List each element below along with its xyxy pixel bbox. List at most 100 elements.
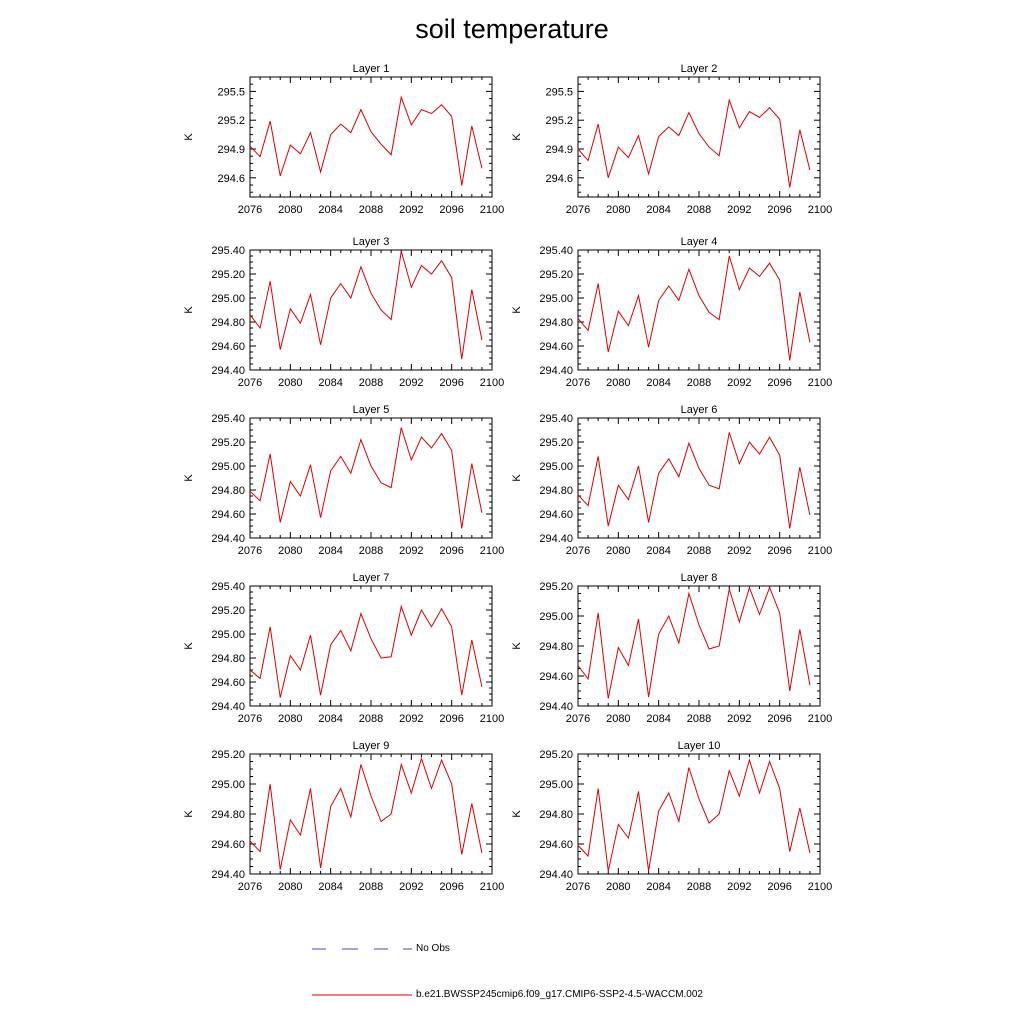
y-tick-label: 294.80: [211, 317, 245, 329]
chart-svg-1: Layer 1 K 2076 2080 2084 2088 2092 2096 2100 294.…: [183, 63, 504, 216]
y-tick-label: 294.60: [211, 677, 245, 689]
y-tick-label: 294.40: [539, 533, 573, 545]
x-tick-label: 2088: [359, 881, 383, 893]
chart-panel-3: Layer 3 K 2076 2080 2084 2088 2092 2096 2100 294.…: [170, 230, 512, 405]
x-tick-label: 2080: [606, 204, 630, 216]
panel-title: Layer 4: [681, 236, 718, 248]
x-tick-label: 2076: [238, 545, 262, 557]
y-tick-label: 294.80: [539, 317, 573, 329]
chart-panel-6: Layer 6 K 2076 2080 2084 2088 2092 2096 2100 294.…: [498, 398, 840, 573]
legend-model-label: b.e21.BWSSP245cmip6.f09_g17.CMIP6-SSP2-4…: [416, 989, 703, 1000]
series-line: [249, 756, 483, 870]
y-tick-label: 294.80: [211, 809, 245, 821]
x-tick-label: 2096: [439, 713, 463, 725]
y-tick-label: 295.00: [211, 461, 245, 473]
y-tick-label: 294.40: [211, 701, 245, 713]
x-tick-label: 2084: [318, 713, 342, 725]
x-tick-label: 2092: [399, 713, 423, 725]
x-tick-label: 2080: [278, 377, 302, 389]
chart-svg-10: Layer 10 K 2076 2080 2084 2088 2092 2096 2100 294…: [511, 740, 832, 893]
y-tick-label: 294.80: [539, 809, 573, 821]
x-tick-label: 2076: [238, 713, 262, 725]
x-tick-label: 2096: [439, 881, 463, 893]
y-tick-label: 294.40: [211, 869, 245, 881]
y-tick-label: 294.60: [211, 341, 245, 353]
chart-panel-7: Layer 7 K 2076 2080 2084 2088 2092 2096 2100 294.…: [170, 566, 512, 741]
series-line: [577, 255, 811, 361]
y-tick-label: 295.40: [211, 245, 245, 257]
legend-obs-label: No Obs: [416, 943, 450, 954]
x-tick-label: 2088: [359, 545, 383, 557]
x-tick-label: 2088: [687, 881, 711, 893]
x-tick-label: 2092: [727, 713, 751, 725]
y-tick-label: 295.00: [539, 293, 573, 305]
y-tick-label: 294.9: [217, 144, 245, 156]
panel-title: Layer 7: [353, 572, 390, 584]
x-tick-label: 2100: [480, 377, 504, 389]
x-tick-label: 2092: [727, 545, 751, 557]
y-axis-label: K: [183, 306, 195, 314]
plot-frame: [577, 76, 821, 198]
x-tick-label: 2092: [399, 881, 423, 893]
y-tick-label: 295.00: [539, 779, 573, 791]
y-tick-label: 294.40: [539, 365, 573, 377]
y-tick-label: 295.20: [539, 269, 573, 281]
x-tick-label: 2092: [399, 545, 423, 557]
y-tick-label: 294.40: [539, 869, 573, 881]
y-axis-label: K: [511, 474, 523, 482]
series-line: [249, 427, 483, 529]
chart-panel-4: Layer 4 K 2076 2080 2084 2088 2092 2096 2100 294.…: [498, 230, 840, 405]
series-line: [577, 98, 811, 188]
y-tick-label: 295.00: [211, 629, 245, 641]
y-tick-label: 295.20: [211, 749, 245, 761]
y-tick-label: 294.9: [545, 144, 573, 156]
x-tick-label: 2076: [238, 881, 262, 893]
y-axis-label: K: [511, 133, 523, 141]
series-line: [249, 604, 483, 698]
x-tick-label: 2084: [646, 377, 670, 389]
x-tick-label: 2080: [606, 881, 630, 893]
chart-panel-2: Layer 2 K 2076 2080 2084 2088 2092 2096 2100 294.…: [498, 57, 840, 232]
x-tick-label: 2080: [606, 377, 630, 389]
x-tick-label: 2100: [480, 204, 504, 216]
panel-title: Layer 1: [353, 63, 390, 75]
y-tick-label: 295.20: [211, 605, 245, 617]
x-tick-label: 2084: [646, 881, 670, 893]
plot-frame: [577, 417, 821, 539]
y-axis-label: K: [183, 133, 195, 141]
x-tick-label: 2100: [808, 545, 832, 557]
chart-panel-9: Layer 9 K 2076 2080 2084 2088 2092 2096 2100 294.…: [170, 734, 512, 909]
x-tick-label: 2100: [808, 881, 832, 893]
chart-svg-6: Layer 6 K 2076 2080 2084 2088 2092 2096 2100 294.…: [511, 404, 832, 557]
y-tick-label: 295.5: [217, 86, 245, 98]
y-tick-label: 294.60: [539, 839, 573, 851]
y-tick-label: 295.2: [217, 115, 245, 127]
y-axis-label: K: [511, 810, 523, 818]
x-tick-label: 2084: [318, 545, 342, 557]
x-tick-label: 2088: [359, 713, 383, 725]
y-axis-label: K: [511, 642, 523, 650]
x-tick-label: 2092: [727, 377, 751, 389]
y-tick-label: 295.20: [211, 269, 245, 281]
x-tick-label: 2076: [566, 204, 590, 216]
chart-panel-1: Layer 1 K 2076 2080 2084 2088 2092 2096 2100 294.…: [170, 57, 512, 232]
legend-model: b.e21.BWSSP245cmip6.f09_g17.CMIP6-SSP2-4…: [312, 987, 732, 1003]
y-tick-label: 294.40: [539, 701, 573, 713]
y-tick-label: 294.80: [539, 485, 573, 497]
x-tick-label: 2096: [767, 713, 791, 725]
x-tick-label: 2084: [318, 204, 342, 216]
x-tick-label: 2092: [399, 377, 423, 389]
chart-svg-5: Layer 5 K 2076 2080 2084 2088 2092 2096 2100 294.…: [183, 404, 504, 557]
x-tick-label: 2088: [359, 377, 383, 389]
x-tick-label: 2080: [606, 713, 630, 725]
y-tick-label: 295.00: [211, 293, 245, 305]
chart-svg-4: Layer 4 K 2076 2080 2084 2088 2092 2096 2100 294.…: [511, 236, 832, 389]
chart-panel-8: Layer 8 K 2076 2080 2084 2088 2092 2096 2100 294.…: [498, 566, 840, 741]
y-tick-label: 294.40: [211, 533, 245, 545]
y-tick-label: 295.40: [211, 413, 245, 425]
y-tick-label: 295.20: [539, 437, 573, 449]
y-axis-label: K: [183, 642, 195, 650]
y-tick-label: 295.20: [211, 437, 245, 449]
x-tick-label: 2096: [767, 881, 791, 893]
